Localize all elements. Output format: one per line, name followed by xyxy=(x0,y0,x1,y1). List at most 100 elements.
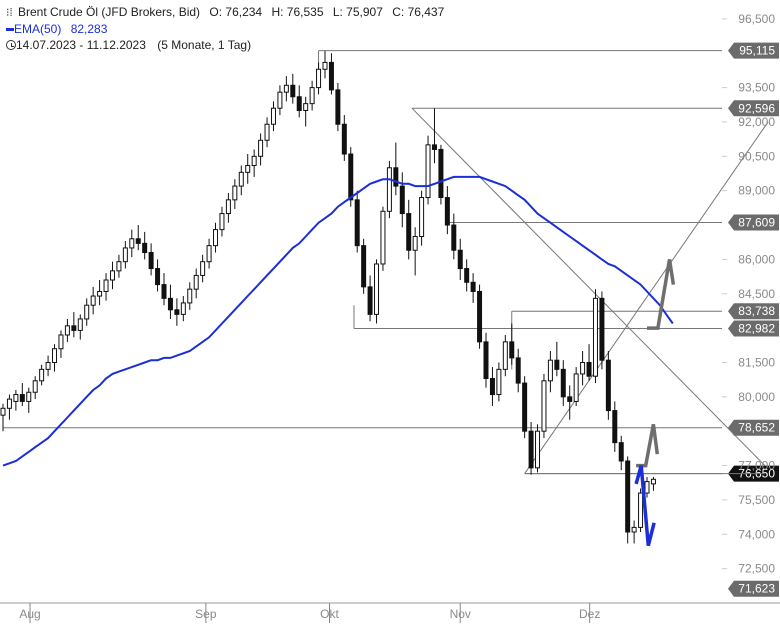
level-label-box xyxy=(728,42,779,59)
candle-down xyxy=(554,359,560,370)
candle-up xyxy=(264,123,270,141)
candle-up xyxy=(213,229,219,247)
low-value: L: 75,907 xyxy=(332,5,383,19)
y-tick-label: 84,500 xyxy=(738,287,775,301)
candle-up xyxy=(650,478,656,485)
candle-up xyxy=(592,297,598,377)
candle-down xyxy=(348,153,354,201)
x-tick-label: Aug xyxy=(19,607,40,621)
candle-down xyxy=(522,382,528,432)
candle-up xyxy=(97,290,103,297)
candle-down xyxy=(174,309,180,315)
candle-up xyxy=(77,318,83,331)
candle-down xyxy=(431,144,437,150)
candle-down xyxy=(586,361,592,377)
candle-down xyxy=(341,123,347,155)
channel-line xyxy=(524,121,769,474)
candle-up xyxy=(631,526,637,533)
candle-up xyxy=(502,341,508,370)
candle-down xyxy=(470,281,476,292)
candle-down xyxy=(155,268,161,286)
candle-up xyxy=(129,238,135,249)
candle-up xyxy=(322,61,328,70)
level-label: 95,115 xyxy=(739,44,775,58)
candle-up xyxy=(303,103,309,111)
candle-down xyxy=(335,89,341,125)
candle-up xyxy=(270,107,276,125)
header-line-1: ⁝⁞ Brent Crude Öl (JFD Brokers, Bid) O: 7… xyxy=(6,5,444,19)
candle-down xyxy=(296,96,302,111)
channel-line xyxy=(411,107,766,466)
candle-down xyxy=(161,284,167,299)
candle-up xyxy=(84,304,90,320)
candle-up xyxy=(206,245,212,263)
clock-icon xyxy=(6,40,16,50)
level-label-box xyxy=(728,320,779,337)
instrument-title: Brent Crude Öl (JFD Brokers, Bid) xyxy=(18,5,201,19)
candle-down xyxy=(483,341,489,380)
candle-down xyxy=(528,430,534,469)
x-tick-label: Sep xyxy=(195,607,217,621)
price-axis: 96,500 93,500 92,000 90,500 89,000 86,000 84,5… xyxy=(722,12,775,576)
level-label-box xyxy=(728,580,779,597)
candle-up xyxy=(283,84,289,93)
level-label: 92,596 xyxy=(738,101,775,115)
candle-up xyxy=(638,492,644,528)
candle-up xyxy=(277,91,283,109)
y-tick-label: 93,500 xyxy=(738,81,775,95)
candle-down xyxy=(509,341,515,359)
y-tick-label: 89,000 xyxy=(738,184,775,198)
y-tick-label: 90,500 xyxy=(738,149,775,163)
x-tick-label: Dez xyxy=(579,607,600,621)
ema-legend-marker xyxy=(6,28,14,32)
candle-down xyxy=(361,245,367,288)
candle-up xyxy=(219,213,225,231)
candle-up xyxy=(374,263,380,315)
candle-up xyxy=(573,373,579,402)
blue-projection-arrow xyxy=(634,465,656,547)
candlestick-series xyxy=(0,50,656,544)
y-tick-label: 77,000 xyxy=(738,459,775,473)
candle-up xyxy=(535,430,541,469)
candle-down xyxy=(612,410,618,444)
candle-down xyxy=(625,460,631,533)
gray-projection-arrow-upper xyxy=(647,259,676,330)
candle-up xyxy=(0,407,6,416)
open-value: O: 76,234 xyxy=(209,5,263,19)
candle-up xyxy=(232,185,238,201)
candle-down xyxy=(515,357,521,384)
candle-down xyxy=(135,238,141,244)
candle-down xyxy=(393,167,399,187)
y-tick-label: 74,000 xyxy=(738,527,775,541)
level-label-box xyxy=(728,303,779,320)
level-label-box xyxy=(728,100,779,117)
ema-label: EMA(50) xyxy=(14,22,62,36)
candle-up xyxy=(64,325,70,336)
candle-down xyxy=(367,286,373,315)
x-tick-label: Okt xyxy=(320,607,339,621)
candle-down xyxy=(142,242,148,254)
candle-up xyxy=(52,348,58,363)
y-tick-label: 80,000 xyxy=(738,390,775,404)
trend-channel xyxy=(411,107,769,475)
candle-down xyxy=(148,252,154,270)
header-line-3: 14.07.2023 - 11.12.2023 (5 Monate, 1 Tag… xyxy=(6,38,251,52)
candle-up xyxy=(6,398,12,409)
level-label: 83,738 xyxy=(738,304,775,318)
candle-up xyxy=(547,359,553,382)
candle-up xyxy=(386,167,392,212)
candle-up xyxy=(644,481,650,494)
candle-down xyxy=(354,199,360,247)
candle-down xyxy=(464,268,470,283)
candle-up xyxy=(26,391,32,402)
candle-up xyxy=(58,334,64,350)
candle-up xyxy=(193,274,199,290)
candle-down xyxy=(567,396,573,402)
candle-up xyxy=(316,68,322,89)
candle-up xyxy=(251,155,257,166)
candle-up xyxy=(122,247,128,263)
candle-down xyxy=(457,249,463,270)
y-tick-label: 96,500 xyxy=(738,12,775,26)
x-tick-label: Nov xyxy=(450,607,471,621)
